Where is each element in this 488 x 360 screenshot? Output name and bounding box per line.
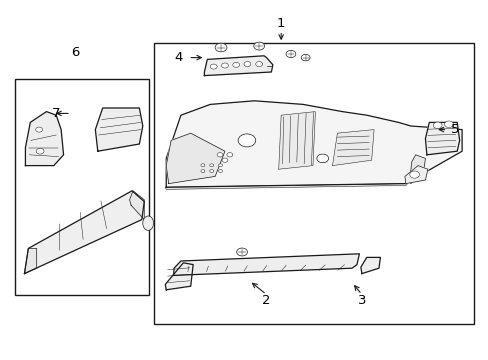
Polygon shape bbox=[409, 155, 425, 184]
Circle shape bbox=[201, 164, 204, 167]
Circle shape bbox=[36, 127, 42, 132]
Polygon shape bbox=[173, 254, 359, 275]
Polygon shape bbox=[404, 166, 427, 184]
Bar bbox=[15, 79, 149, 295]
Circle shape bbox=[301, 54, 309, 61]
Polygon shape bbox=[425, 122, 459, 155]
Circle shape bbox=[218, 164, 222, 167]
Text: 4: 4 bbox=[174, 51, 183, 64]
Circle shape bbox=[36, 148, 44, 154]
Text: 6: 6 bbox=[71, 46, 80, 59]
Polygon shape bbox=[278, 112, 315, 169]
Circle shape bbox=[409, 171, 419, 178]
Text: 7: 7 bbox=[52, 107, 61, 120]
Polygon shape bbox=[165, 180, 410, 189]
Circle shape bbox=[226, 153, 232, 157]
Bar bbox=[154, 43, 473, 324]
Polygon shape bbox=[360, 257, 380, 274]
Polygon shape bbox=[24, 191, 144, 274]
Circle shape bbox=[222, 158, 227, 162]
Circle shape bbox=[285, 50, 295, 58]
Circle shape bbox=[210, 64, 217, 69]
Text: 2: 2 bbox=[262, 294, 270, 307]
Polygon shape bbox=[332, 130, 373, 166]
Text: 1: 1 bbox=[276, 17, 285, 30]
Polygon shape bbox=[165, 263, 193, 290]
Circle shape bbox=[218, 170, 222, 172]
Circle shape bbox=[221, 63, 228, 68]
Circle shape bbox=[253, 42, 264, 50]
Circle shape bbox=[432, 122, 441, 129]
Circle shape bbox=[217, 153, 223, 157]
Polygon shape bbox=[129, 191, 144, 220]
Circle shape bbox=[232, 62, 239, 67]
Circle shape bbox=[238, 134, 255, 147]
Ellipse shape bbox=[142, 216, 153, 230]
Polygon shape bbox=[166, 101, 461, 187]
Circle shape bbox=[236, 248, 247, 256]
Circle shape bbox=[209, 170, 213, 172]
Circle shape bbox=[201, 170, 204, 172]
Polygon shape bbox=[166, 133, 224, 184]
Text: 3: 3 bbox=[357, 294, 366, 307]
Polygon shape bbox=[204, 56, 272, 76]
Text: 5: 5 bbox=[449, 123, 458, 136]
Polygon shape bbox=[24, 248, 37, 274]
Circle shape bbox=[316, 154, 328, 163]
Polygon shape bbox=[25, 112, 63, 166]
Circle shape bbox=[209, 164, 213, 167]
Circle shape bbox=[255, 62, 262, 67]
Circle shape bbox=[215, 43, 226, 52]
Circle shape bbox=[444, 121, 452, 127]
Circle shape bbox=[244, 62, 250, 67]
Polygon shape bbox=[95, 108, 142, 151]
